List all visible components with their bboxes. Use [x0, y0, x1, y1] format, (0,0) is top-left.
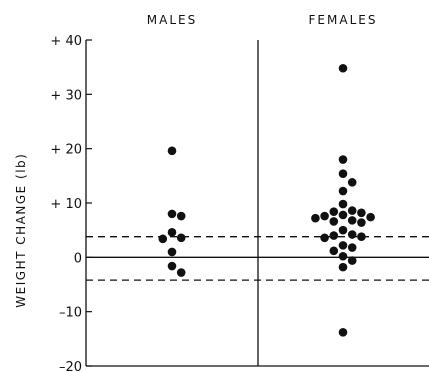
- data-point-females: [338, 199, 348, 209]
- data-point-females: [347, 178, 357, 187]
- data-point-females: [329, 217, 339, 226]
- y-tick-labels: –20 –10 0 + 10 + 20 + 30 + 40: [50, 34, 82, 372]
- y-tick-label: –20: [59, 360, 82, 372]
- data-point-females: [338, 63, 348, 73]
- data-point-females: [357, 218, 366, 227]
- data-point-males: [176, 211, 186, 221]
- data-point-males: [167, 228, 177, 237]
- data-point-females: [320, 211, 329, 221]
- data-point-females: [338, 186, 348, 196]
- group-label-males: MALES: [147, 13, 197, 27]
- data-point-females: [347, 243, 357, 252]
- data-point-females: [338, 262, 348, 272]
- data-point-females: [329, 231, 339, 240]
- group-labels: MALES FEMALES: [147, 13, 378, 27]
- y-tick-label: 0: [74, 251, 82, 266]
- reference-lines: [86, 236, 429, 281]
- data-point-females: [338, 328, 348, 337]
- data-point-females: [366, 212, 375, 222]
- data-point-females: [338, 155, 348, 164]
- y-tick-label: + 10: [50, 197, 82, 212]
- data-point-males: [176, 233, 186, 243]
- data-point-males: [167, 209, 177, 219]
- data-point-females: [347, 216, 357, 225]
- data-point-males: [167, 261, 177, 271]
- data-point-females: [357, 208, 366, 218]
- data-point-males: [158, 234, 168, 244]
- data-point-females: [347, 206, 357, 215]
- data-point-females: [347, 256, 357, 265]
- data-point-females: [357, 232, 366, 241]
- data-point-males: [167, 146, 177, 156]
- data-point-females: [329, 207, 339, 216]
- data-point-females: [311, 213, 320, 223]
- y-tick-label: + 30: [50, 88, 82, 103]
- data-point-females: [338, 225, 348, 235]
- y-axis-label: WEIGHT CHANGE (lb): [14, 153, 28, 308]
- axes: [85, 39, 429, 367]
- data-point-females: [338, 210, 348, 220]
- data-point-females: [338, 241, 348, 250]
- data-point-females: [338, 251, 348, 261]
- group-label-females: FEMALES: [309, 13, 378, 27]
- data-point-females: [320, 233, 329, 243]
- data-point-females: [329, 246, 339, 256]
- data-points: [158, 63, 375, 337]
- y-tick-label: + 40: [50, 34, 82, 49]
- y-tick-label: + 20: [50, 143, 82, 158]
- y-tick-label: –10: [59, 306, 82, 321]
- data-point-females: [347, 230, 357, 239]
- data-point-males: [167, 247, 177, 257]
- data-point-females: [338, 169, 348, 178]
- data-point-males: [176, 268, 186, 277]
